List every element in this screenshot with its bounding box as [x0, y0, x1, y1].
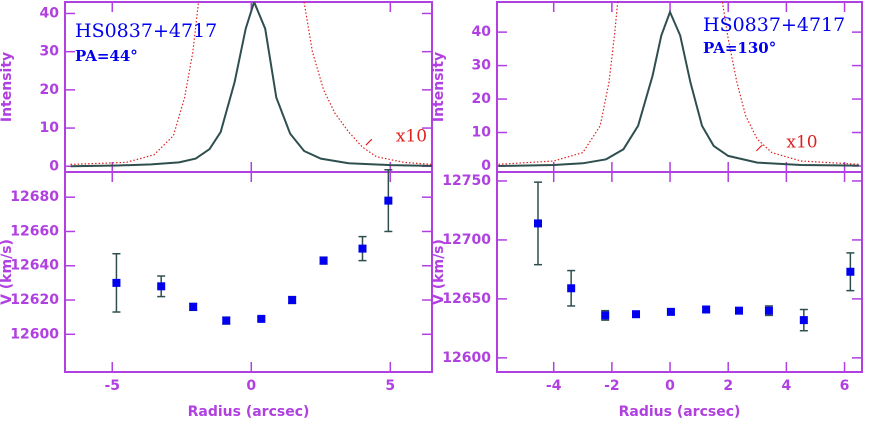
x-tick-label: 4 [782, 378, 792, 394]
y-tick-label: 12640 [10, 258, 59, 274]
y-axis-label: Intensity [431, 52, 447, 122]
y-tick-label: 0 [49, 158, 59, 174]
y-tick-label: 10 [472, 125, 492, 141]
panel-title: HS0837+4717 [75, 20, 217, 42]
x-tick-label: 0 [665, 378, 675, 394]
y-axis-label: V (km/s) [0, 239, 15, 305]
y-tick-label: 12620 [10, 292, 59, 308]
y-tick-label: 12650 [442, 291, 491, 307]
data-point [189, 302, 198, 311]
y-tick-label: 12600 [10, 326, 59, 342]
y-tick-label: 12660 [10, 223, 59, 239]
x-tick-label: 6 [840, 378, 850, 394]
annotation-pointer [365, 138, 373, 146]
panel-title: HS0837+4717 [703, 14, 845, 36]
y-tick-label: 30 [40, 44, 60, 60]
y-tick-label: 0 [481, 158, 491, 174]
data-point [534, 219, 543, 228]
panel-subtitle: PA=130° [703, 39, 776, 57]
panel: 0 10 20 30 40 Intensity HS0837+4717 PA=130° x10 [431, 1, 863, 174]
data-point [764, 306, 773, 315]
x-axis-label: Radius (arcsec) [619, 404, 741, 420]
panel: 0 10 20 30 40 Intensity HS0837+4717 PA=44° x10 [0, 1, 433, 174]
y-tick-label: 20 [40, 82, 60, 98]
data-point [734, 306, 743, 315]
annotation-pointer [755, 144, 763, 152]
y-axis-label: Intensity [0, 52, 15, 122]
y-tick-label: 12700 [442, 232, 491, 248]
data-point [666, 307, 675, 316]
y-tick-label: 12750 [442, 173, 491, 189]
data-point [257, 314, 266, 323]
data-point [157, 282, 166, 291]
profile-line [70, 2, 432, 168]
panel: 12600 12650 12700 12750 -4 -2 0 2 4 6 V (km/s) Radi… [431, 171, 863, 420]
y-tick-label: 40 [472, 24, 492, 40]
y-tick-label: 12600 [442, 350, 491, 366]
profile-line [498, 9, 860, 167]
x-tick-label: -4 [546, 378, 562, 394]
data-point [319, 256, 328, 265]
data-point [112, 278, 121, 287]
panel: 12600 12620 12640 12660 12680 -5 0 5 V (km/s) Rad… [0, 169, 433, 420]
x-tick-label: 5 [385, 378, 395, 394]
data-point [601, 311, 610, 320]
y-tick-label: 20 [472, 91, 492, 107]
x-tick-label: 0 [246, 378, 256, 394]
axes-frame [496, 171, 863, 373]
data-point [799, 316, 808, 325]
x-tick-label: -2 [604, 378, 620, 394]
data-point [567, 284, 576, 293]
data-point [846, 267, 855, 276]
y-axis-label: V (km/s) [431, 239, 447, 305]
axes-frame [64, 171, 433, 373]
annotation: x10 [786, 132, 817, 152]
data-point [384, 196, 393, 205]
x-axis-label: Radius (arcsec) [188, 404, 310, 420]
data-point [288, 296, 297, 305]
panel-subtitle: PA=44° [75, 47, 138, 65]
profile-line [70, 2, 432, 165]
data-point [358, 244, 367, 253]
annotation: x10 [396, 127, 427, 147]
data-point [222, 316, 231, 325]
data-point [702, 305, 711, 314]
x-tick-label: -5 [104, 378, 120, 394]
y-tick-label: 40 [40, 5, 60, 21]
y-tick-label: 12680 [10, 189, 59, 205]
data-point [632, 310, 641, 319]
y-tick-label: 30 [472, 58, 492, 74]
x-tick-label: 2 [723, 378, 733, 394]
y-tick-label: 10 [40, 120, 60, 136]
